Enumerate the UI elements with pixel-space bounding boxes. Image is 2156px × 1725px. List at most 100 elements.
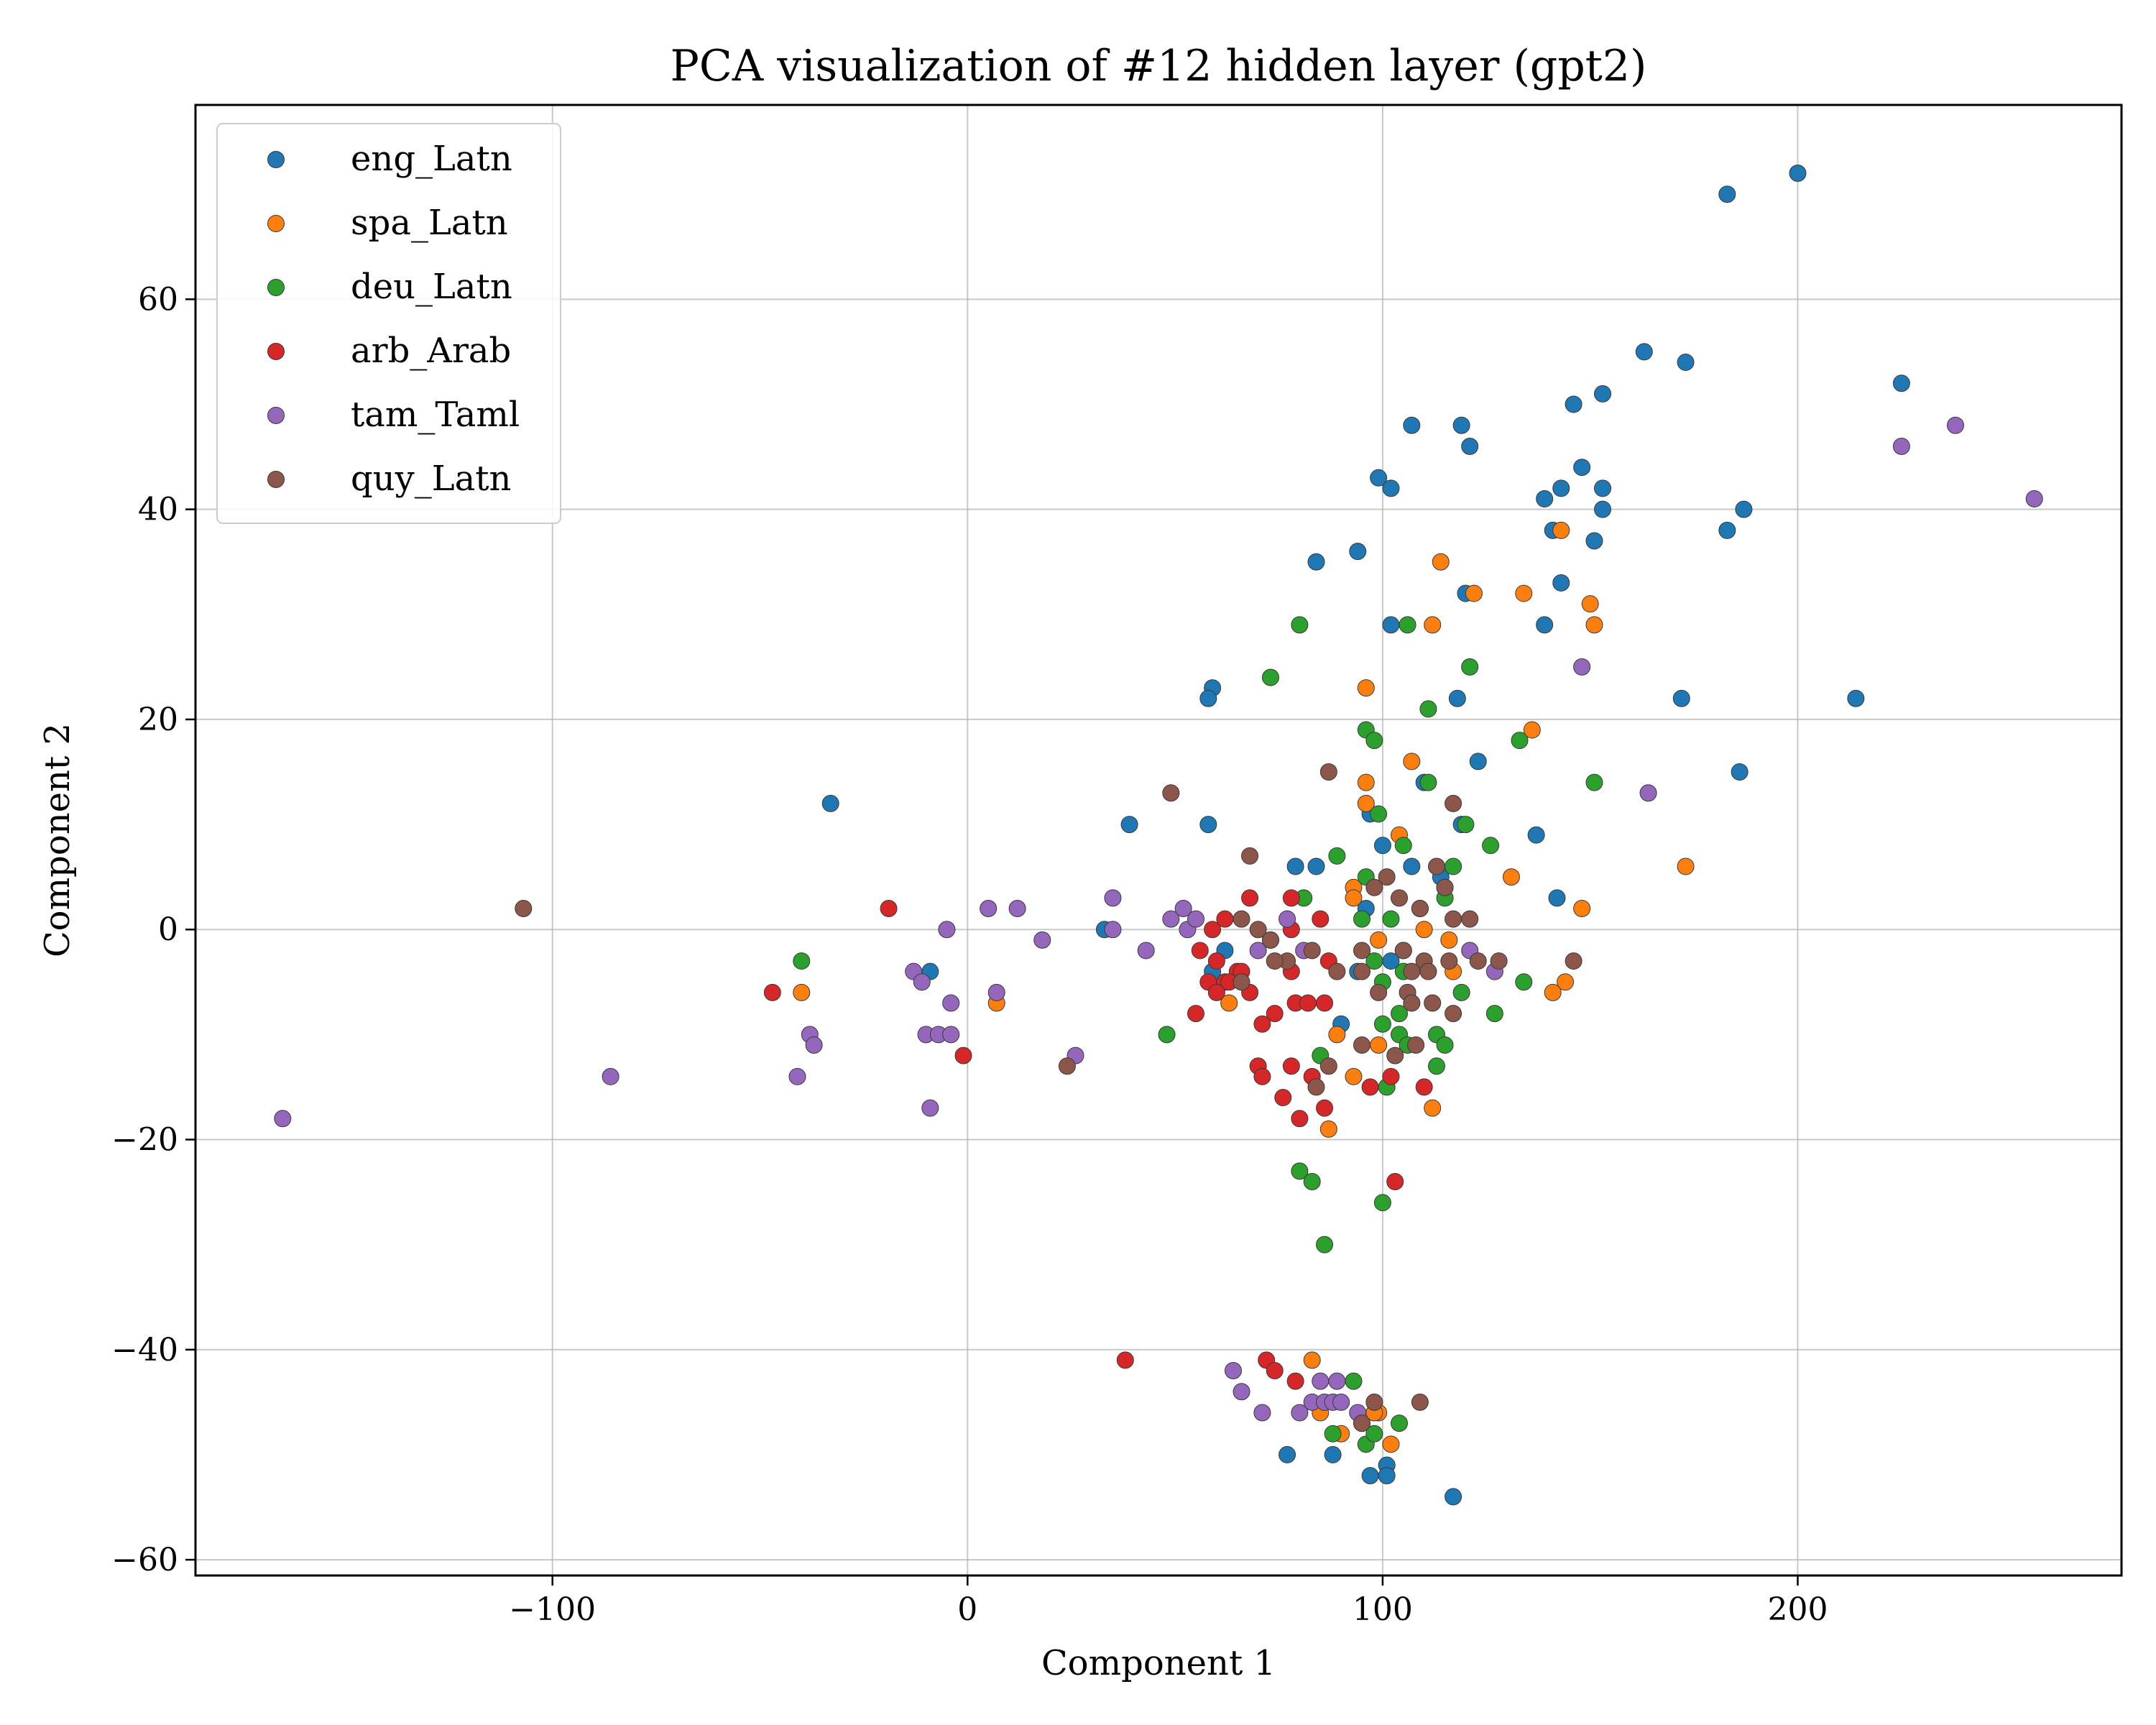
data-point — [1552, 574, 1570, 592]
data-point — [1382, 1435, 1400, 1453]
y-tick-label: −20 — [111, 1122, 178, 1159]
data-point — [1345, 1372, 1363, 1390]
legend-label: quy_Latn — [351, 459, 511, 499]
data-point — [1440, 952, 1458, 970]
data-point — [1424, 616, 1442, 634]
legend-marker — [267, 471, 285, 488]
data-point — [1469, 753, 1487, 770]
data-point — [1307, 553, 1325, 571]
data-point — [1357, 794, 1375, 812]
data-point — [1565, 952, 1583, 970]
data-point — [1220, 994, 1238, 1012]
data-point — [1291, 616, 1309, 634]
y-tick-label: 60 — [138, 281, 178, 318]
data-point — [1328, 1372, 1346, 1390]
data-point — [1436, 878, 1454, 896]
data-point — [1353, 942, 1371, 960]
data-point — [1316, 1099, 1334, 1117]
data-point — [1324, 1425, 1342, 1443]
data-point — [1461, 437, 1479, 455]
data-point — [1461, 658, 1479, 676]
y-tick-label: 0 — [158, 911, 178, 948]
data-point — [1482, 837, 1500, 855]
data-point — [1386, 1172, 1404, 1190]
data-point — [1370, 805, 1388, 823]
data-point — [1440, 931, 1458, 949]
data-point — [1394, 837, 1412, 855]
legend-label: eng_Latn — [351, 139, 512, 179]
data-point — [1216, 910, 1234, 928]
data-point — [1515, 584, 1533, 602]
x-tick-label: 100 — [1353, 1591, 1413, 1628]
data-point — [987, 983, 1005, 1001]
data-point — [1370, 983, 1388, 1001]
data-point — [1370, 931, 1388, 949]
data-point — [1033, 931, 1051, 949]
data-point — [1104, 889, 1122, 907]
data-point — [1585, 532, 1603, 550]
data-point — [1353, 1414, 1371, 1432]
legend-marker — [267, 407, 285, 424]
data-point — [1461, 910, 1479, 928]
data-point — [1353, 1036, 1371, 1054]
data-point — [1319, 763, 1337, 781]
y-tick-label: 20 — [138, 702, 178, 738]
data-point — [1427, 1057, 1445, 1075]
chart-title: PCA visualization of #12 hidden layer (g… — [671, 41, 1647, 91]
data-point — [1307, 1078, 1325, 1096]
data-point — [1253, 1015, 1271, 1033]
data-point — [913, 973, 931, 991]
data-point — [1373, 1194, 1391, 1212]
data-point — [1399, 616, 1416, 634]
data-point — [1552, 479, 1570, 497]
data-point — [1312, 910, 1330, 928]
series-arb_Arab — [763, 889, 1433, 1390]
data-point — [1585, 616, 1603, 634]
legend-label: arb_Arab — [351, 331, 511, 371]
data-point — [1735, 500, 1753, 518]
data-point — [1233, 1383, 1250, 1401]
legend-frame — [216, 123, 561, 524]
data-point — [1594, 385, 1612, 402]
data-point — [1365, 952, 1383, 970]
data-point — [515, 899, 533, 917]
data-point — [1266, 1362, 1284, 1380]
legend-label: spa_Latn — [351, 203, 508, 243]
data-point — [1639, 784, 1657, 802]
data-point — [942, 1026, 960, 1044]
data-point — [1892, 374, 1910, 392]
data-point — [1490, 952, 1508, 970]
data-point — [1324, 1445, 1342, 1463]
data-point — [1058, 1057, 1076, 1075]
data-point — [1573, 658, 1591, 676]
data-point — [1527, 826, 1545, 844]
data-point — [1436, 1036, 1454, 1054]
data-point — [1457, 816, 1475, 834]
data-point — [1419, 962, 1437, 980]
data-point — [1303, 1172, 1321, 1190]
data-point — [1328, 962, 1346, 980]
data-points — [274, 164, 2043, 1506]
data-point — [1382, 479, 1400, 497]
data-point — [1249, 942, 1267, 960]
data-point — [1394, 942, 1412, 960]
data-point — [1316, 994, 1334, 1012]
data-point — [1378, 868, 1396, 886]
data-point — [1319, 1057, 1337, 1075]
data-point — [1415, 921, 1433, 939]
data-point — [1357, 773, 1375, 791]
data-point — [1469, 952, 1487, 970]
data-point — [1892, 437, 1910, 455]
data-point — [1286, 1372, 1304, 1390]
data-point — [1365, 1425, 1383, 1443]
data-point — [1424, 994, 1442, 1012]
data-point — [1291, 1162, 1309, 1180]
data-point — [1544, 983, 1562, 1001]
data-point — [1199, 816, 1217, 834]
data-point — [1565, 395, 1583, 413]
data-point — [1946, 416, 1964, 434]
data-point — [1241, 847, 1259, 865]
data-point — [1253, 1067, 1271, 1085]
data-point — [1391, 1414, 1408, 1432]
